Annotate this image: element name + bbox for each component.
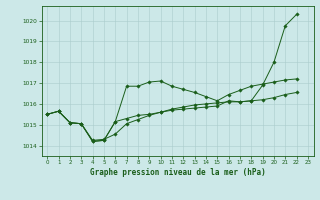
X-axis label: Graphe pression niveau de la mer (hPa): Graphe pression niveau de la mer (hPa): [90, 168, 266, 177]
